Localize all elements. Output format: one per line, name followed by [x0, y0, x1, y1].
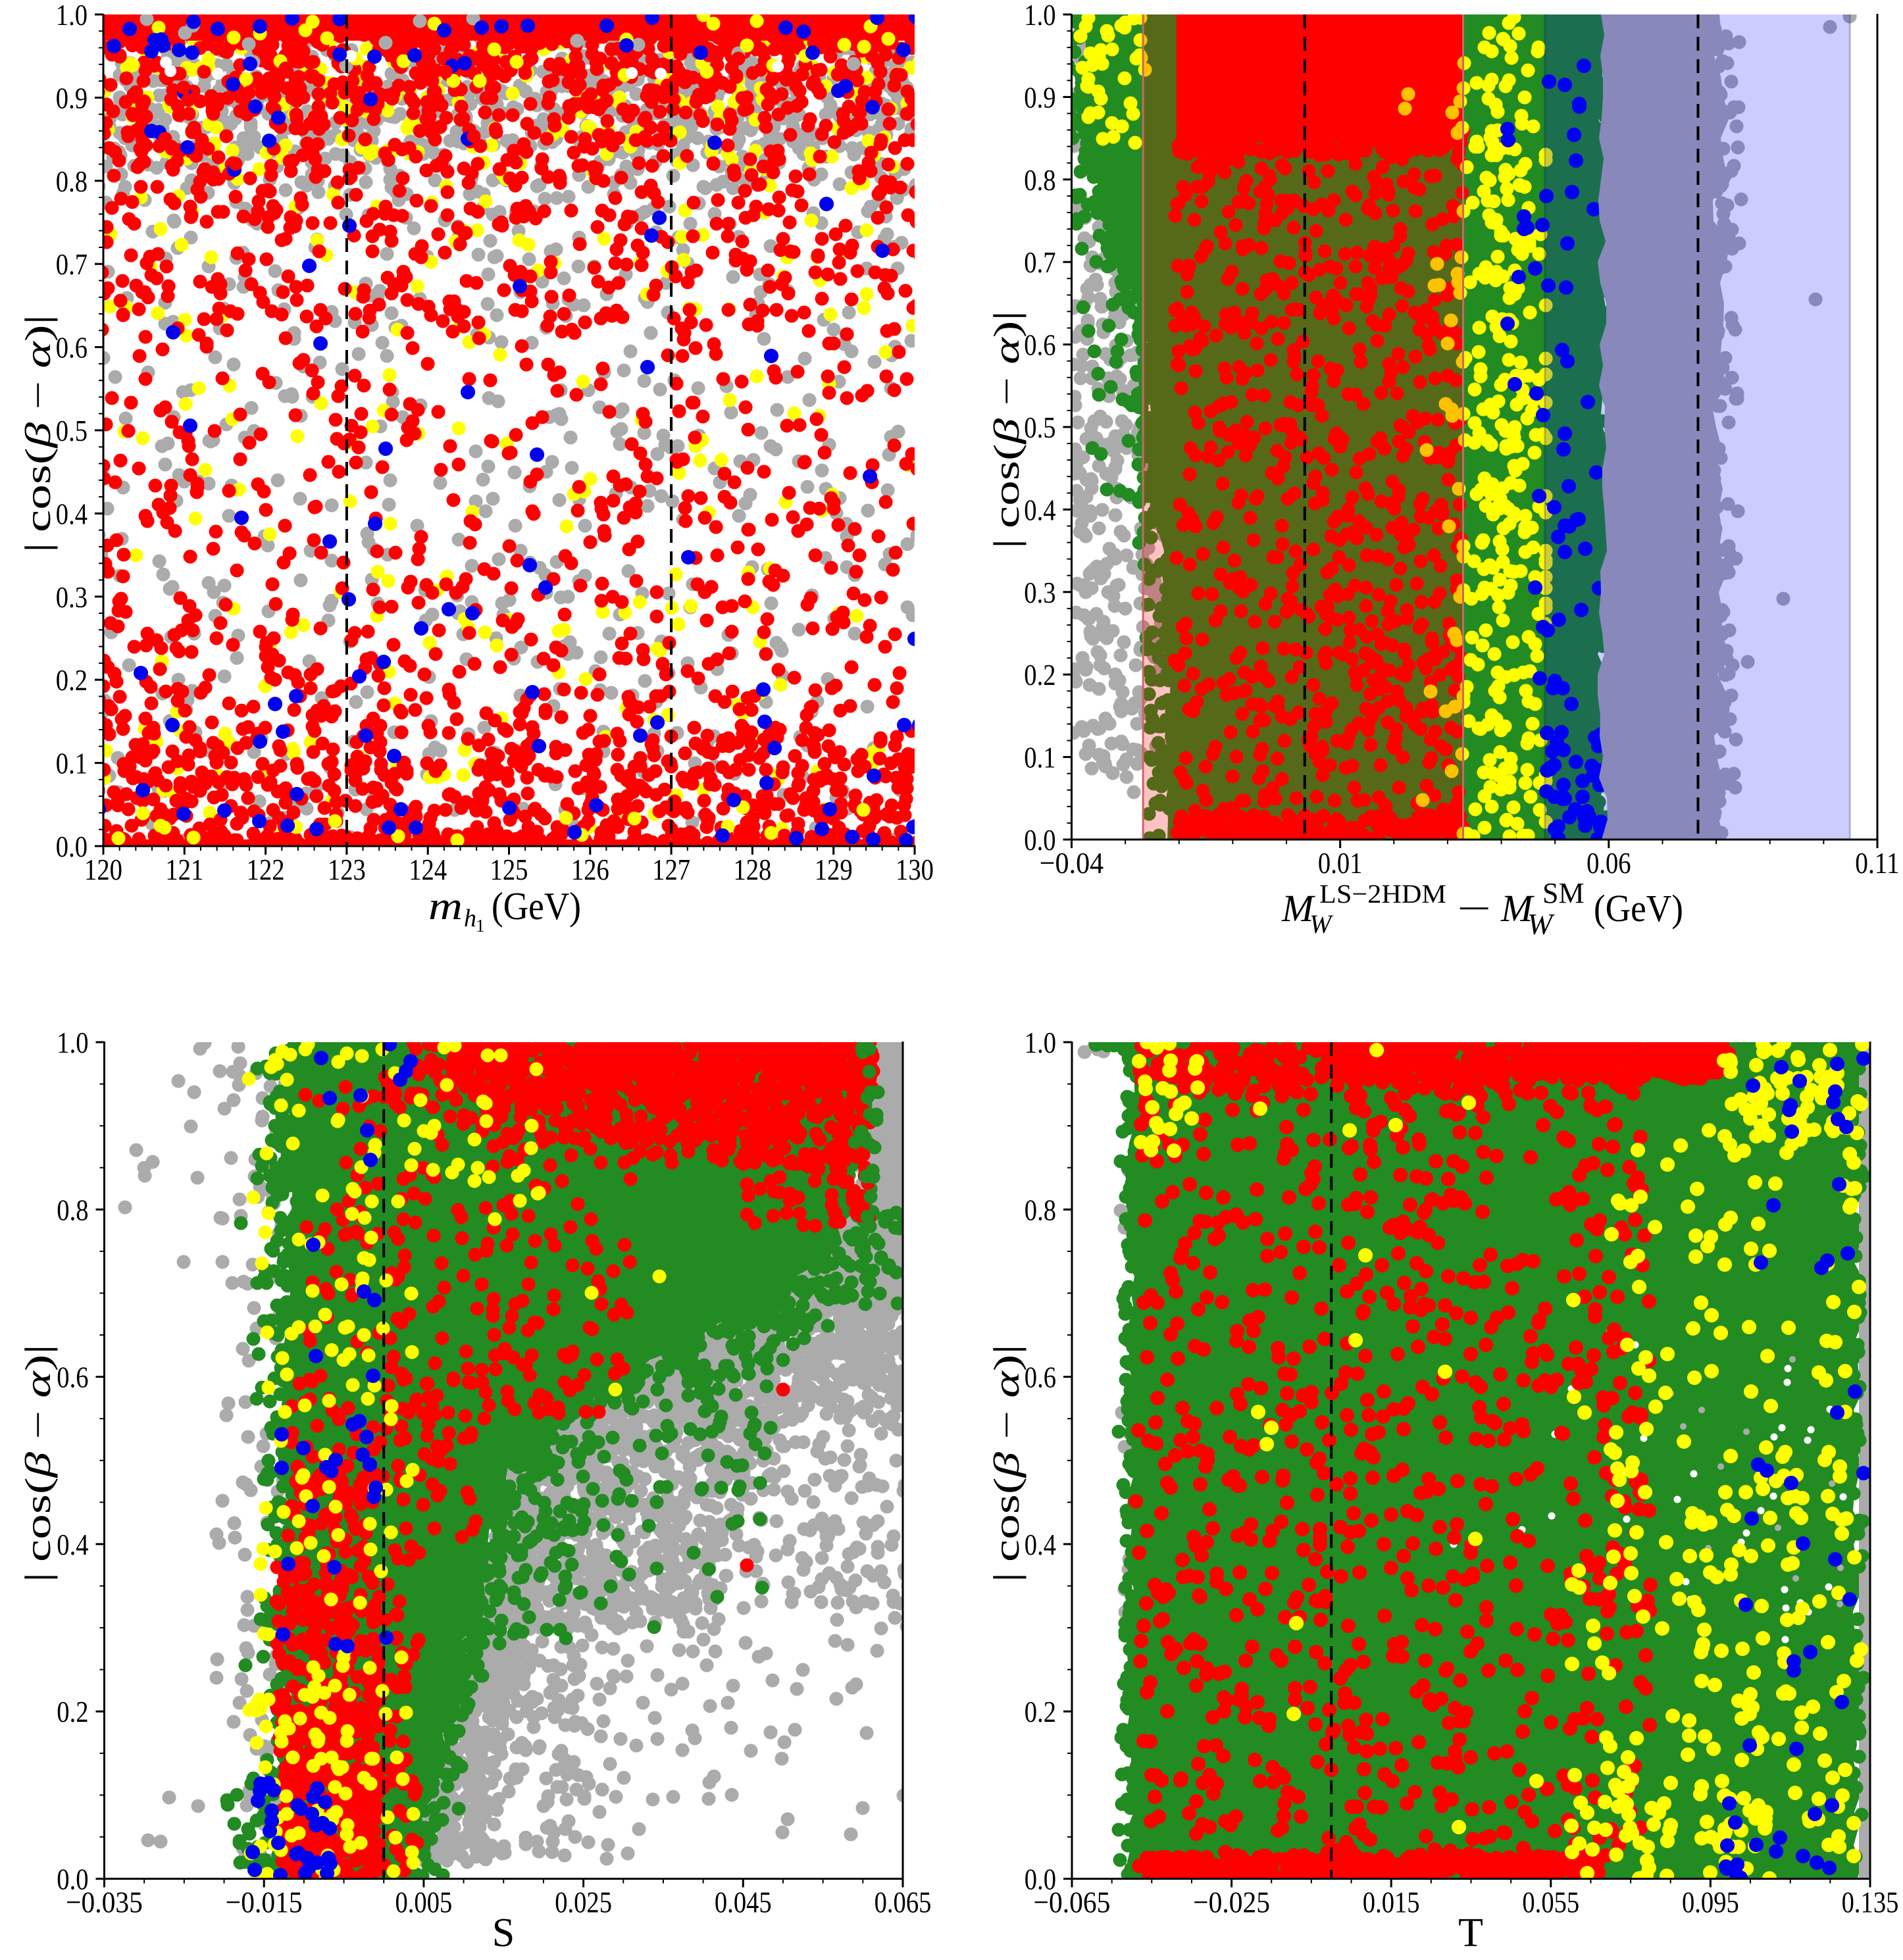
svg-text:0.015: 0.015	[1363, 1886, 1420, 1919]
svg-text:0.11: 0.11	[1855, 846, 1900, 880]
svg-text:h: h	[464, 905, 476, 932]
svg-text:1.0: 1.0	[57, 1026, 88, 1059]
svg-text:(GeV): (GeV)	[492, 884, 581, 928]
svg-text:121: 121	[165, 853, 203, 886]
svg-text:0.4: 0.4	[56, 497, 88, 530]
svg-text:0.005: 0.005	[395, 1886, 453, 1919]
svg-text:0.095: 0.095	[1682, 1886, 1739, 1919]
svg-text:120: 120	[84, 853, 122, 886]
svg-text:0.1: 0.1	[1024, 741, 1055, 774]
svg-text:0.8: 0.8	[57, 1193, 88, 1226]
svg-text:0.2: 0.2	[57, 1695, 88, 1728]
svg-text:m: m	[428, 884, 463, 928]
svg-text:(GeV): (GeV)	[1594, 887, 1683, 930]
svg-text:0.065: 0.065	[875, 1886, 932, 1919]
svg-text:0.06: 0.06	[1586, 846, 1631, 880]
svg-text:0.6: 0.6	[56, 331, 88, 364]
svg-text:122: 122	[247, 853, 285, 886]
svg-text:0.045: 0.045	[715, 1886, 772, 1919]
svg-text:0.3: 0.3	[56, 580, 88, 614]
svg-text:0.1: 0.1	[56, 747, 88, 780]
svg-text:0.9: 0.9	[1024, 80, 1055, 114]
svg-text:0.8: 0.8	[1025, 1193, 1056, 1226]
svg-text:| cos(β − α)|: | cos(β − α)|	[986, 1344, 1027, 1582]
svg-text:0.025: 0.025	[555, 1886, 612, 1919]
svg-text:125: 125	[490, 853, 528, 886]
svg-text:1.0: 1.0	[1025, 1026, 1056, 1059]
svg-text:0.7: 0.7	[56, 247, 88, 281]
svg-text:−: −	[1457, 887, 1491, 930]
svg-text:0.6: 0.6	[1024, 328, 1055, 362]
svg-text:0.0: 0.0	[1025, 1863, 1056, 1896]
svg-text:127: 127	[652, 853, 690, 886]
svg-text:0.4: 0.4	[1024, 493, 1055, 526]
svg-text:130: 130	[896, 853, 934, 886]
svg-text:0.8: 0.8	[56, 164, 88, 198]
svg-text:−0.035: −0.035	[66, 1886, 143, 1919]
svg-text:0.0: 0.0	[56, 830, 88, 863]
svg-text:−0.065: −0.065	[1034, 1886, 1111, 1919]
svg-text:0.055: 0.055	[1522, 1886, 1579, 1919]
svg-text:T: T	[1458, 1911, 1483, 1955]
svg-text:| cos(β − α)|: | cos(β − α)|	[986, 311, 1027, 549]
svg-text:| cos(β − α)|: | cos(β − α)|	[18, 1344, 58, 1582]
svg-text:0.7: 0.7	[1024, 245, 1055, 279]
svg-text:0.6: 0.6	[1025, 1361, 1056, 1394]
svg-text:0.0: 0.0	[1024, 823, 1055, 857]
svg-text:0.6: 0.6	[57, 1361, 88, 1394]
svg-text:0.2: 0.2	[56, 663, 88, 697]
svg-text:1.0: 1.0	[56, 0, 88, 32]
svg-text:0.5: 0.5	[1024, 411, 1055, 444]
svg-text:128: 128	[733, 853, 771, 886]
svg-text:M: M	[1281, 887, 1315, 930]
svg-text:W: W	[1309, 909, 1334, 939]
svg-text:S: S	[492, 1911, 515, 1955]
svg-text:126: 126	[571, 853, 609, 886]
svg-text:W: W	[1527, 907, 1555, 941]
svg-text:0.9: 0.9	[56, 81, 88, 114]
svg-text:| cos(β − α)|: | cos(β − α)|	[18, 314, 58, 553]
svg-text:0.01: 0.01	[1318, 846, 1363, 880]
svg-text:−0.04: −0.04	[1040, 846, 1104, 880]
svg-text:0.3: 0.3	[1024, 576, 1055, 609]
svg-text:SM: SM	[1542, 877, 1585, 909]
svg-text:−0.015: −0.015	[226, 1886, 303, 1919]
svg-text:0.135: 0.135	[1842, 1886, 1899, 1919]
svg-text:0.0: 0.0	[57, 1863, 88, 1896]
svg-text:1.0: 1.0	[1024, 0, 1055, 32]
svg-text:0.4: 0.4	[57, 1528, 88, 1561]
svg-text:0.4: 0.4	[1025, 1528, 1056, 1561]
svg-text:M: M	[1500, 887, 1535, 930]
svg-text:0.2: 0.2	[1024, 658, 1055, 691]
svg-text:0.2: 0.2	[1025, 1695, 1056, 1728]
svg-text:1: 1	[476, 916, 485, 936]
svg-text:−0.025: −0.025	[1193, 1886, 1270, 1919]
svg-text:0.8: 0.8	[1024, 163, 1055, 197]
svg-text:0.5: 0.5	[56, 414, 88, 447]
svg-text:123: 123	[328, 853, 366, 886]
svg-text:129: 129	[815, 853, 853, 886]
svg-text:124: 124	[409, 853, 447, 886]
svg-text:LS−2HDM: LS−2HDM	[1319, 879, 1446, 909]
